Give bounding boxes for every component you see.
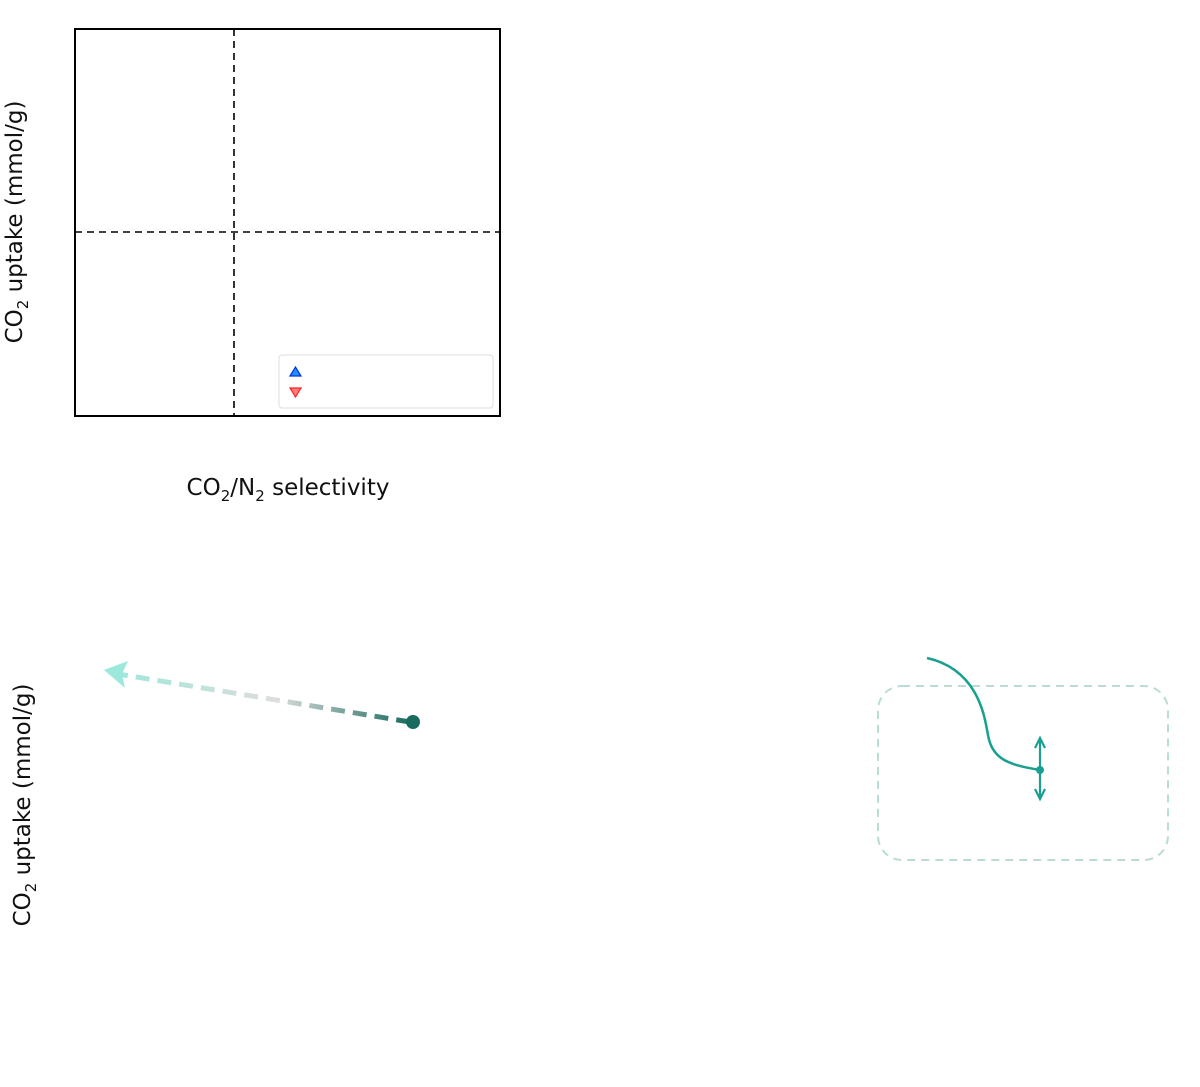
zoom-inset-frame	[877, 685, 1169, 861]
bar-panel: CO2 uptake (mmol/g)	[10, 661, 420, 926]
scatter-frame	[74, 28, 501, 417]
bar-y-label: CO2 uptake (mmol/g)	[10, 684, 40, 927]
scatter-x-label: CO2/N2 selectivity	[187, 475, 390, 505]
distance-arrow-up-icon	[1034, 735, 1046, 749]
arrow-head-icon	[104, 661, 128, 688]
distance-pointer-curve	[926, 656, 1041, 772]
distance-arrow-down-icon	[1034, 788, 1046, 802]
scatter-y-label: CO2 uptake (mmol/g)	[2, 101, 32, 344]
low-performing-marker-icon	[288, 387, 303, 399]
highlight-arrow	[104, 661, 420, 729]
top-performing-marker-icon	[288, 365, 303, 377]
scatter-legend	[278, 354, 494, 409]
structure-panel	[877, 656, 1169, 861]
distance-midpoint-dot	[1036, 766, 1044, 774]
arrow-shaft	[111, 670, 411, 725]
scatter-panel: CO2/N2 selectivity CO2 uptake (mmol/g)	[2, 28, 501, 505]
arrow-origin-dot	[406, 715, 420, 729]
